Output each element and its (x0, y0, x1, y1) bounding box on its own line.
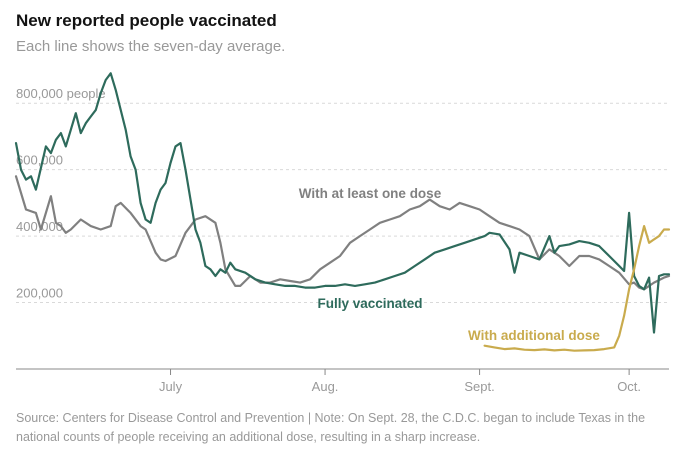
y-tick-label-3: 800,000 people (16, 86, 106, 101)
chart-title: New reported people vaccinated (16, 11, 277, 30)
axis-ticks: July Aug. Sept. Oct. (159, 369, 641, 394)
series-label-with-additional-dose: With additional dose (468, 328, 600, 343)
source-note: Source: Centers for Disease Control and … (16, 411, 646, 444)
series-line-with-at-least-one-dose (14, 175, 671, 291)
x-tick-label-2: Sept. (464, 379, 494, 394)
series-line-with-additional-dose (483, 225, 671, 352)
y-tick-label-2: 600,000 (16, 153, 63, 168)
series-lines (14, 72, 671, 352)
series-label-fully-vaccinated: Fully vaccinated (317, 296, 422, 311)
x-tick-label-3: Oct. (617, 379, 641, 394)
series-line-fully-vaccinated (14, 72, 671, 334)
chart-subtitle: Each line shows the seven-day average. (16, 38, 286, 55)
y-tick-label-0: 200,000 (16, 286, 63, 301)
x-tick-label-0: July (159, 379, 183, 394)
series-labels: With at least one dose Fully vaccinated Wi… (299, 186, 601, 343)
x-tick-label-1: Aug. (312, 379, 339, 394)
series-label-with-at-least-one-dose: With at least one dose (299, 186, 442, 201)
